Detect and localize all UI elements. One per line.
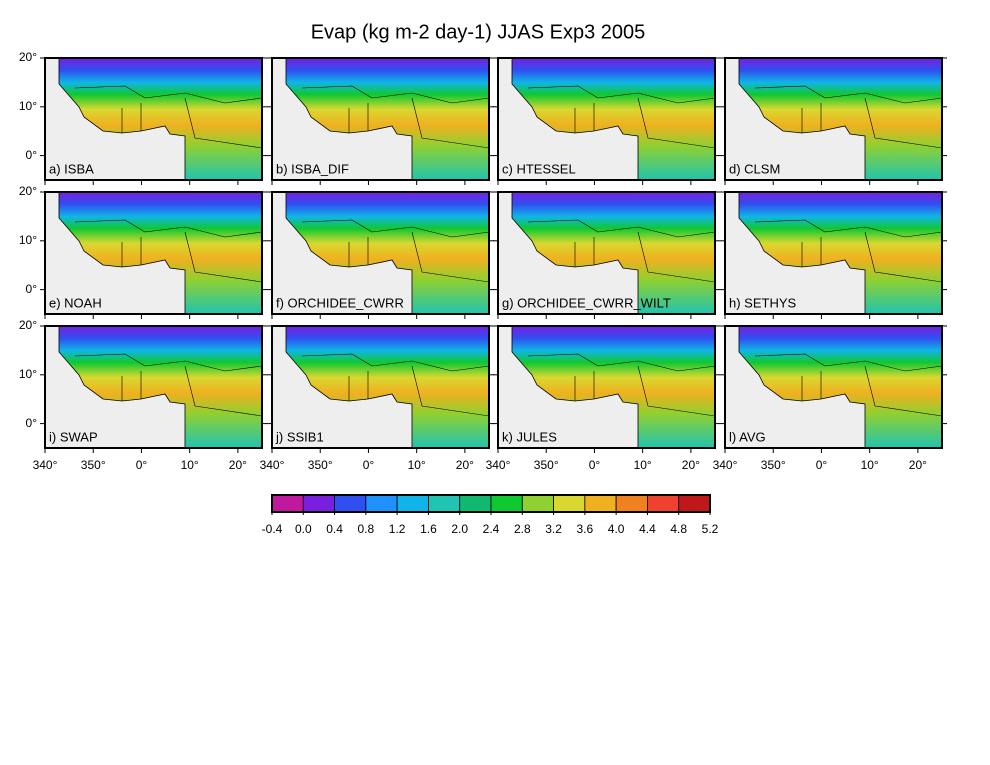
colorbar-label: 1.2	[389, 522, 406, 536]
lon-tick-label: 10°	[861, 458, 879, 472]
colorbar-box	[553, 494, 586, 513]
colorbar-label: 1.6	[420, 522, 437, 536]
colorbar-box	[428, 494, 461, 513]
panel-label: b) ISBA_DIF	[276, 161, 349, 176]
lon-tick-label: 20°	[682, 458, 700, 472]
panel-frame	[44, 191, 263, 315]
lat-tick-label: 20°	[19, 184, 37, 198]
lat-tick-label: 0°	[26, 416, 38, 430]
lat-tick-label: 0°	[26, 148, 38, 162]
lon-tick-label: 20°	[229, 458, 247, 472]
panel-label: i) SWAP	[49, 429, 98, 444]
lon-tick-label: 0°	[816, 458, 828, 472]
lon-tick-label: 0°	[589, 458, 601, 472]
panel-label: a) ISBA	[49, 161, 94, 176]
lon-tick-label: 340°	[33, 458, 58, 472]
colorbar-box	[584, 494, 617, 513]
panel-label: e) NOAH	[49, 295, 102, 310]
panel-label: f) ORCHIDEE_CWRR	[276, 295, 404, 310]
colorbar-label: 5.2	[702, 522, 719, 536]
figure-title: Evap (kg m-2 day-1) JJAS Exp3 2005	[311, 21, 646, 43]
panel-label: d) CLSM	[729, 161, 780, 176]
colorbar-label: 4.0	[608, 522, 625, 536]
lon-tick-label: 350°	[761, 458, 786, 472]
colorbar-label: 4.8	[670, 522, 687, 536]
panel-label: g) ORCHIDEE_CWRR_WILT	[502, 295, 671, 310]
colorbar-box	[334, 494, 367, 513]
panel-frame	[271, 325, 490, 449]
lon-tick-label: 0°	[136, 458, 148, 472]
lon-tick-label: 20°	[456, 458, 474, 472]
panel-frame	[724, 57, 943, 181]
colorbar-label: 0.4	[326, 522, 343, 536]
colorbar-box	[271, 494, 304, 513]
panel-frame	[497, 57, 716, 181]
colorbar-box	[521, 494, 554, 513]
panel-frame	[44, 57, 263, 181]
lon-tick-label: 340°	[260, 458, 285, 472]
lat-tick-label: 10°	[19, 367, 37, 381]
colorbar-label: 2.8	[514, 522, 531, 536]
colorbar-box	[490, 494, 523, 513]
lon-tick-label: 10°	[181, 458, 199, 472]
panel-label: h) SETHYS	[729, 295, 797, 310]
panel-frame	[724, 325, 943, 449]
panel-frame	[724, 191, 943, 315]
lon-tick-label: 340°	[486, 458, 511, 472]
colorbar-box	[365, 494, 398, 513]
colorbar-box	[678, 494, 711, 513]
colorbar-box	[459, 494, 492, 513]
lon-tick-label: 20°	[909, 458, 927, 472]
lon-tick-label: 10°	[408, 458, 426, 472]
lat-tick-label: 20°	[19, 318, 37, 332]
lon-tick-label: 0°	[363, 458, 375, 472]
lon-tick-label: 350°	[81, 458, 106, 472]
colorbar-label: 3.6	[577, 522, 594, 536]
lat-tick-label: 20°	[19, 50, 37, 64]
lon-tick-label: 340°	[713, 458, 738, 472]
colorbar-label: 4.4	[639, 522, 656, 536]
colorbar-label: -0.4	[262, 522, 283, 536]
panel-frame	[497, 325, 716, 449]
colorbar-label: 2.4	[483, 522, 500, 536]
panel-frame	[44, 325, 263, 449]
panel-label: k) JULES	[502, 429, 557, 444]
panel-label: j) SSIB1	[275, 429, 324, 444]
colorbar-label: 0.0	[295, 522, 312, 536]
lon-tick-label: 10°	[634, 458, 652, 472]
panel-frame	[497, 191, 716, 315]
colorbar-box	[615, 494, 648, 513]
lat-tick-label: 10°	[19, 233, 37, 247]
panel-frame	[271, 191, 490, 315]
colorbar-box	[647, 494, 680, 513]
panel-label: c) HTESSEL	[502, 161, 576, 176]
lat-tick-label: 0°	[26, 282, 38, 296]
lon-tick-label: 350°	[534, 458, 559, 472]
colorbar-label: 0.8	[358, 522, 375, 536]
panel-frame	[271, 57, 490, 181]
colorbar-label: 2.0	[451, 522, 468, 536]
colorbar-label: 3.2	[545, 522, 562, 536]
lat-tick-label: 10°	[19, 99, 37, 113]
colorbar-box	[396, 494, 429, 513]
colorbar-box	[302, 494, 335, 513]
panel-label: l) AVG	[729, 429, 766, 444]
lon-tick-label: 350°	[308, 458, 333, 472]
